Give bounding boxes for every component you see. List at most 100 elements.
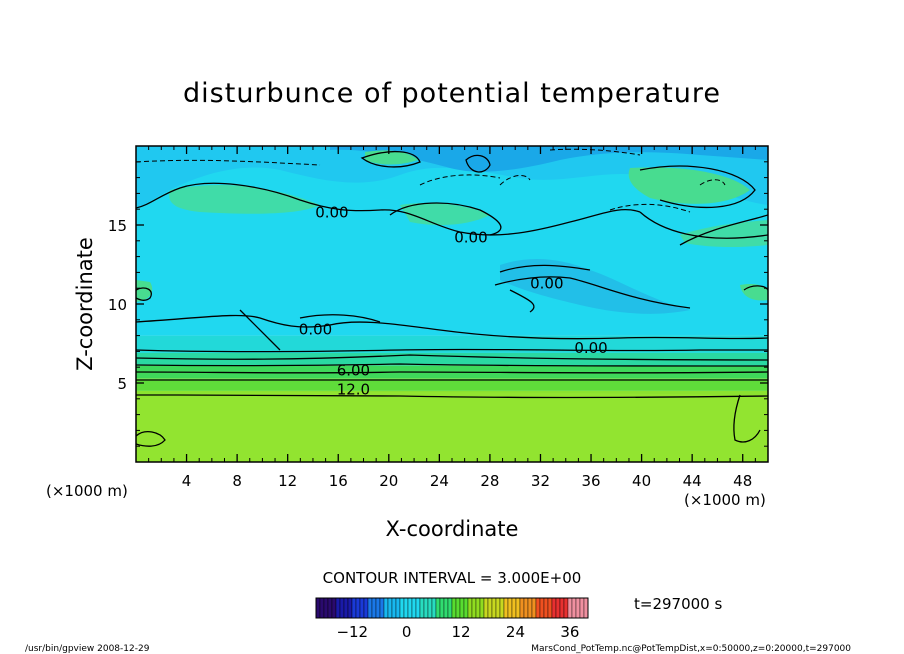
colorbar-stripe [327,597,333,619]
contour-label-2: 0.00 [530,274,563,292]
colorbar-stripe [363,597,369,619]
colorbar-stripe [315,597,321,619]
x-axis-ticks: 4 8 12 16 20 24 28 32 36 40 44 48 [148,146,756,490]
colorbar-stripe [391,597,397,619]
contour-interval: CONTOUR INTERVAL = 3.000E+00 [323,569,582,587]
y-axis-ticks: 5 10 15 [108,161,768,447]
colorbar-stripe [495,597,501,619]
colorbar-stripe [403,597,409,619]
colorbar-stripe [467,597,473,619]
colorbar-stripe [519,597,525,619]
colorbar-tick-label-0: −12 [336,623,368,641]
x-tick-label-8: 36 [581,472,600,490]
colorbar-tick-label-4: 36 [560,623,579,641]
colorbar-stripe [575,597,581,619]
colorbar-stripe [507,597,513,619]
contour-label-1: 0.00 [454,229,487,247]
colorbar-stripe [419,597,425,619]
contour-label-5: 6.00 [337,361,370,379]
colorbar-stripe [343,597,349,619]
chart-title: disturbunce of potential temperature [183,78,721,109]
colorbar-stripe [347,597,353,619]
colorbar-stripe [387,597,393,619]
colorbar-stripe [431,597,437,619]
x-tick-label-5: 24 [430,472,449,490]
colorbar-stripe [415,597,421,619]
x-tick-label-1: 8 [232,472,242,490]
contour-label-3: 0.00 [299,320,332,338]
contour-label-4: 0.00 [574,339,607,357]
colorbar-stripe [515,597,521,619]
field-band-4 [136,335,768,353]
colorbar-stripe [535,597,541,619]
colorbar-stripe [355,597,361,619]
x-axis-label: X-coordinate [386,517,519,541]
contour-lines [136,150,768,447]
colorbar-stripe [571,597,577,619]
y-axis-label: Z-coordinate [73,237,97,371]
x-tick-label-6: 28 [480,472,499,490]
colorbar-stripe [491,597,497,619]
colorbar-stripe [551,597,557,619]
colorbar-stripe [487,597,493,619]
colorbar-tick-label-2: 12 [452,623,471,641]
colorbar-stripe [423,597,429,619]
y-tick-label-0: 5 [117,375,127,393]
colorbar-stripe [579,597,585,619]
colorbar-stripe [371,597,377,619]
colorbar-stripe [523,597,529,619]
x-tick-label-2: 12 [278,472,297,490]
colorbar-frame [315,597,589,619]
colorbar-stripe [435,597,441,619]
colorbar-stripe [527,597,533,619]
colorbar-stripe [379,597,385,619]
colorbar-stripe [563,597,569,619]
colorbar-tick-label-1: 0 [402,623,412,641]
colorbar-stripe [499,597,505,619]
colorbar-stripe [447,597,453,619]
colorbar-stripe [459,597,465,619]
contour-label-6: 12.0 [337,380,370,398]
x-unit-right: (×1000 m) [684,491,766,509]
colorbar-stripe [455,597,461,619]
colorbar-stripe [351,597,357,619]
colorbar-stripe [331,597,337,619]
colorbar-stripe [543,597,549,619]
colorbar-stripe [567,597,573,619]
colorbar-ticks: −12 0 12 24 36 [336,623,579,641]
colorbar-stripe [323,597,329,619]
colorbar-stripe [531,597,537,619]
negative-contours [136,148,726,213]
colorbar-stripe [407,597,413,619]
colorbar-stripe [559,597,565,619]
colorbar-stripe [471,597,477,619]
y-tick-label-2: 15 [108,217,127,235]
x-tick-label-10: 44 [683,472,702,490]
colorbar-stripe [539,597,545,619]
colorbar-stripe [375,597,381,619]
time-label: t=297000 s [634,595,722,613]
colorbar-stripe [451,597,457,619]
colorbar-stripe [411,597,417,619]
colorbar-stripe [359,597,365,619]
field-band-1 [136,378,768,391]
x-tick-label-11: 48 [733,472,752,490]
colorbar-stripe [383,597,389,619]
colorbar-stripe [335,597,341,619]
colorbar-stripe [439,597,445,619]
x-unit-left: (×1000 m) [46,482,128,500]
x-tick-label-0: 4 [182,472,192,490]
colorbar [315,597,589,619]
colorbar-stripe [463,597,469,619]
colorbar-stripe [555,597,561,619]
contour-label-0: 0.00 [315,203,348,221]
colorbar-stripe [399,597,405,619]
colorbar-stripe [443,597,449,619]
colorbar-stripe [583,597,589,619]
colorbar-stripe [339,597,345,619]
colorbar-tick-label-3: 24 [506,623,525,641]
colorbar-stripe [483,597,489,619]
field-band-3 [136,352,768,366]
x-tick-label-3: 16 [329,472,348,490]
